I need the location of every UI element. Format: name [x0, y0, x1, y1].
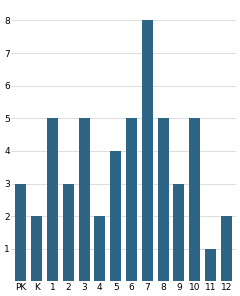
Bar [94, 216, 105, 281]
Bar [189, 118, 200, 281]
Bar [142, 20, 153, 281]
Bar [15, 184, 26, 281]
Bar [126, 118, 137, 281]
Bar [31, 216, 42, 281]
Bar [158, 118, 169, 281]
Bar [63, 184, 74, 281]
Bar [110, 151, 121, 281]
Bar [205, 249, 216, 281]
Bar [221, 216, 232, 281]
Bar [173, 184, 185, 281]
Bar [47, 118, 58, 281]
Bar [78, 118, 90, 281]
